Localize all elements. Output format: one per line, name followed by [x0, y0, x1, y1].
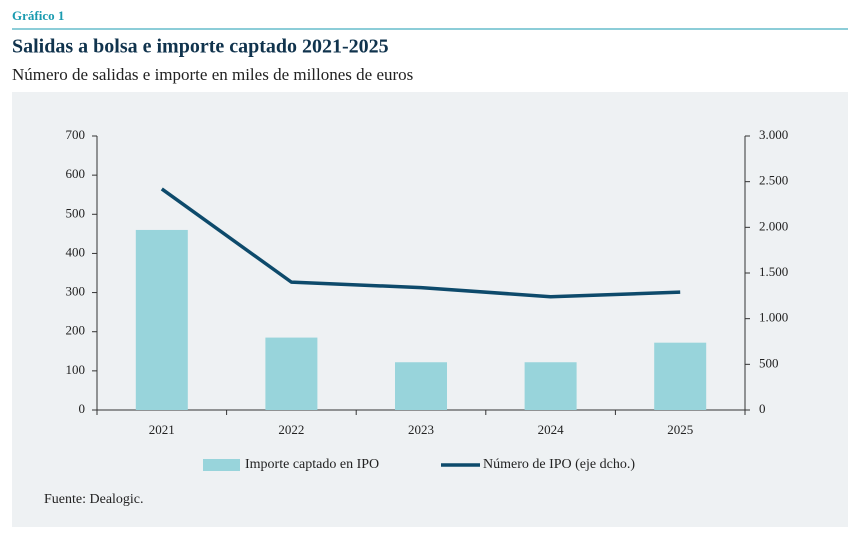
y2-tick-label: 500 — [759, 355, 779, 370]
chart-title: Salidas a bolsa e importe captado 2021-2… — [12, 36, 389, 58]
y-tick-label: 300 — [66, 284, 86, 299]
y2-tick-label: 3.000 — [759, 127, 788, 142]
y-tick-label: 600 — [66, 166, 86, 181]
bar — [654, 342, 707, 410]
bar — [265, 337, 318, 410]
y2-tick-label: 1.500 — [759, 264, 788, 279]
y2-tick-label: 2.000 — [759, 218, 788, 233]
line — [160, 187, 681, 299]
chart-subtitle: Número de salidas e importe en miles de … — [12, 65, 413, 84]
y-tick-label: 500 — [66, 205, 86, 220]
x-tick-label: 2025 — [667, 422, 693, 437]
source: Fuente: Dealogic. — [44, 492, 144, 507]
legend-label: Importe captado en IPO — [245, 457, 379, 472]
x-tick-label: 2024 — [538, 422, 565, 437]
y-tick-label: 400 — [66, 244, 86, 259]
y2-tick-label: 0 — [759, 401, 766, 416]
bar — [135, 229, 188, 410]
y2-tick-label: 2.500 — [759, 173, 788, 188]
legend-label: Número de IPO (eje dcho.) — [483, 457, 635, 472]
legend-swatch — [203, 459, 240, 471]
chart-label: Gráfico 1 — [12, 8, 64, 23]
bar — [524, 362, 577, 410]
y-tick-label: 100 — [66, 362, 86, 377]
x-tick-label: 2022 — [278, 422, 304, 437]
x-tick-label: 2021 — [149, 422, 175, 437]
y-tick-label: 200 — [66, 323, 86, 338]
x-tick-label: 2023 — [408, 422, 434, 437]
y-tick-label: 700 — [66, 127, 86, 142]
y-tick-label: 0 — [79, 401, 86, 416]
y2-tick-label: 1.000 — [759, 310, 788, 325]
bar — [395, 362, 447, 410]
